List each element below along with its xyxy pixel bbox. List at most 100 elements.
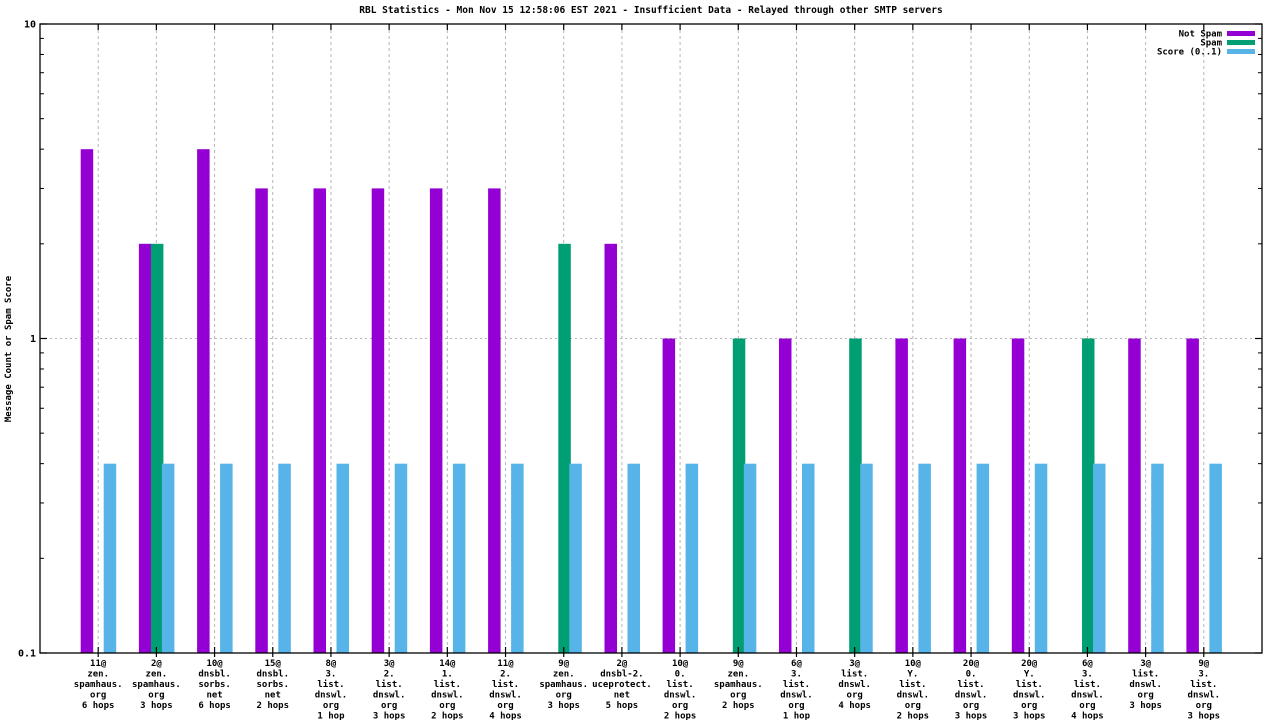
x-category-label: org: [556, 691, 572, 701]
x-category-label: list.: [667, 679, 694, 690]
bar-spam-2: [150, 243, 164, 654]
bar-score-0-1-4: [278, 463, 291, 653]
legend-swatch-score-0-1: [1227, 49, 1255, 54]
y-tick-label: 1: [30, 334, 36, 345]
bar-score-0-1-16: [976, 463, 990, 653]
x-category-label: org: [381, 701, 397, 711]
x-category-label: 2 hops: [664, 712, 697, 720]
bar-score-0-1-11: [685, 463, 699, 653]
x-category-label: net: [614, 691, 630, 701]
x-category-label: org: [1021, 701, 1037, 711]
bar-score-0-1-12: [743, 463, 757, 653]
bar-spam-18: [1082, 338, 1095, 653]
x-category-label: org: [730, 691, 746, 701]
x-category-label: list.: [1190, 679, 1217, 690]
x-category-label: dnsbl-2.: [600, 670, 643, 680]
bar-not-spam-19: [1128, 338, 1141, 653]
x-category-label: spamhaus.: [74, 680, 123, 690]
x-category-label: list.: [841, 669, 868, 680]
x-category-label: 3 hops: [1013, 712, 1046, 720]
x-category-label: list.: [434, 679, 461, 690]
legend-swatch-not-spam: [1227, 31, 1255, 36]
x-category-label: zen.: [553, 670, 575, 680]
x-category-label: 3 hops: [1129, 701, 1162, 711]
x-category-label: list.: [1016, 679, 1043, 690]
x-category-label: list.: [376, 679, 403, 690]
x-category-label: spamhaus.: [132, 680, 181, 690]
x-category-label: 2 hops: [431, 712, 464, 720]
x-category-label: list.: [1132, 669, 1159, 680]
x-category-label: 3.: [326, 670, 337, 680]
x-category-label: 2.: [500, 670, 511, 680]
x-category-label: 1.: [442, 670, 453, 680]
bar-not-spam-5: [313, 188, 326, 653]
x-category-label: 2.: [384, 670, 395, 680]
x-category-label: 10@: [905, 659, 922, 669]
x-category-label: 5 hops: [606, 701, 639, 711]
x-category-label: dnswl.: [780, 691, 813, 701]
x-category-label: list.: [899, 679, 926, 690]
x-category-label: 4 hops: [1071, 712, 1104, 720]
bar-not-spam-13: [779, 338, 792, 653]
x-category-label: 3@: [1140, 659, 1151, 669]
x-category-label: 15@: [265, 659, 282, 669]
bar-not-spam-20: [1186, 338, 1199, 653]
x-category-label: 3@: [384, 659, 395, 669]
legend-label-spam: Spam: [1200, 39, 1222, 49]
bar-not-spam-10: [604, 243, 617, 654]
bar-score-0-1-5: [336, 463, 349, 653]
x-category-label: org: [497, 701, 513, 711]
x-category-label: 3 hops: [955, 712, 988, 720]
x-category-label: org: [323, 701, 339, 711]
x-category-label: 11@: [497, 659, 514, 669]
x-category-label: 6 hops: [198, 701, 231, 711]
x-category-label: org: [90, 691, 106, 701]
bar-score-0-1-2: [161, 463, 175, 653]
x-category-label: 3 hops: [140, 701, 173, 711]
x-category-label: dnswl.: [1071, 691, 1104, 701]
x-category-label: 3.: [1198, 670, 1209, 680]
x-category-label: dnswl.: [1188, 691, 1221, 701]
bar-score-0-1-9: [569, 463, 582, 653]
x-category-label: dnswl.: [1129, 680, 1162, 690]
bar-score-0-1-19: [1151, 463, 1164, 653]
x-category-label: list.: [492, 679, 519, 690]
x-category-label: 6@: [791, 659, 802, 669]
x-category-label: spamhaus.: [714, 680, 763, 690]
bar-score-0-1-10: [627, 463, 640, 653]
x-category-label: 3@: [849, 659, 860, 669]
legend-label-not-spam: Not Spam: [1179, 30, 1223, 40]
x-category-label: 6@: [1082, 659, 1093, 669]
x-category-label: org: [788, 701, 804, 711]
x-category-label: list.: [958, 679, 985, 690]
bar-not-spam-6: [371, 188, 385, 653]
x-category-label: org: [1137, 691, 1153, 701]
x-category-label: org: [905, 701, 921, 711]
x-category-label: 4 hops: [489, 712, 522, 720]
bar-not-spam-4: [255, 188, 268, 653]
x-category-label: 0.: [966, 670, 977, 680]
x-category-label: dnswl.: [664, 691, 697, 701]
bar-score-0-1-3: [220, 463, 233, 653]
x-category-label: sorbs.: [198, 680, 231, 690]
x-category-label: list.: [783, 679, 810, 690]
bar-not-spam-11: [662, 338, 676, 653]
x-category-label: zen.: [146, 670, 168, 680]
bar-score-0-1-6: [394, 463, 408, 653]
bar-score-0-1-14: [860, 463, 873, 653]
x-category-label: 1 hop: [783, 712, 811, 720]
x-category-label: list.: [1074, 679, 1101, 690]
x-category-label: dnswl.: [489, 691, 522, 701]
bar-spam-12: [732, 338, 746, 653]
bar-score-0-1-1: [103, 463, 117, 653]
x-category-label: org: [1196, 701, 1212, 711]
x-category-label: org: [672, 701, 688, 711]
bar-score-0-1-15: [918, 463, 931, 653]
x-category-label: 3.: [791, 670, 802, 680]
x-category-label: 2 hops: [897, 712, 930, 720]
bar-score-0-1-13: [802, 463, 815, 653]
x-category-label: 2@: [616, 659, 627, 669]
x-category-label: 2@: [151, 659, 162, 669]
bar-not-spam-17: [1011, 338, 1025, 653]
legend-label-score-0-1: Score (0..1): [1157, 48, 1222, 58]
